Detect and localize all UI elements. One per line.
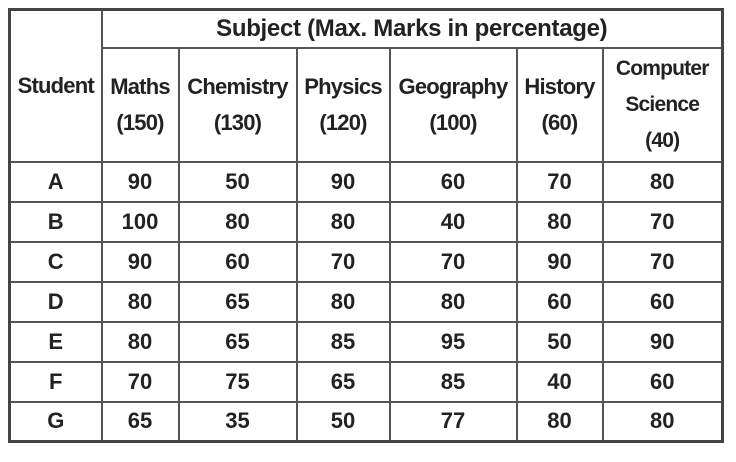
column-header-physics: Physics (120)	[295, 46, 391, 163]
mark-cell: 80	[100, 280, 180, 323]
table-row: G 65 35 50 77 80 80	[8, 400, 724, 443]
mark-cell: 70	[388, 240, 518, 283]
student-cell: C	[8, 240, 103, 283]
mark-cell: 80	[177, 200, 298, 243]
column-header-history: History (60)	[515, 46, 604, 163]
student-cell: B	[8, 200, 103, 243]
mark-cell: 80	[295, 200, 391, 243]
table-row: D 80 65 80 80 60 60	[8, 280, 724, 323]
table-row: F 70 75 65 85 40 60	[8, 360, 724, 403]
mark-cell: 60	[601, 280, 724, 323]
column-header-geography: Geography (100)	[388, 46, 518, 163]
mark-cell: 80	[295, 280, 391, 323]
mark-cell: 95	[388, 320, 518, 363]
mark-cell: 60	[177, 240, 298, 283]
mark-cell: 60	[515, 280, 604, 323]
mark-cell: 70	[601, 200, 724, 243]
mark-cell: 50	[295, 400, 391, 443]
mark-cell: 70	[601, 240, 724, 283]
mark-cell: 100	[100, 200, 180, 243]
column-header-computer-science: Computer Science (40)	[601, 46, 724, 163]
mark-cell: 80	[515, 400, 604, 443]
mark-cell: 40	[515, 360, 604, 403]
mark-cell: 70	[100, 360, 180, 403]
table-row: C 90 60 70 70 90 70	[8, 240, 724, 283]
mark-cell: 90	[515, 240, 604, 283]
mark-cell: 90	[100, 240, 180, 283]
marks-table: Student Subject (Max. Marks in percentag…	[8, 8, 724, 443]
student-cell: E	[8, 320, 103, 363]
column-max-marks: (100)	[429, 109, 477, 135]
column-header-maths: Maths (150)	[100, 46, 180, 163]
mark-cell: 75	[177, 360, 298, 403]
column-max-marks: (60)	[541, 109, 579, 135]
mark-cell: 90	[100, 160, 180, 203]
column-name: Geography	[398, 73, 509, 99]
column-header-chemistry: Chemistry (130)	[177, 46, 298, 163]
column-name: History	[524, 73, 595, 99]
mark-cell: 60	[601, 360, 724, 403]
mark-cell: 80	[515, 200, 604, 243]
table-row: A 90 50 90 60 70 80	[8, 160, 724, 203]
mark-cell: 85	[295, 320, 391, 363]
mark-cell: 90	[601, 320, 724, 363]
mark-cell: 80	[601, 400, 724, 443]
column-max-marks: (120)	[319, 109, 367, 135]
mark-cell: 50	[177, 160, 298, 203]
mark-cell: 40	[388, 200, 518, 243]
column-max-marks: (40)	[645, 128, 680, 152]
mark-cell: 65	[177, 320, 298, 363]
student-column-header: Student	[8, 8, 103, 163]
mark-cell: 65	[100, 400, 180, 443]
student-cell: G	[8, 400, 103, 443]
mark-cell: 80	[601, 160, 724, 203]
mark-cell: 80	[100, 320, 180, 363]
mark-cell: 35	[177, 400, 298, 443]
mark-cell: 77	[388, 400, 518, 443]
mark-cell: 60	[388, 160, 518, 203]
mark-cell: 80	[388, 280, 518, 323]
column-max-marks: (150)	[116, 109, 164, 135]
table-row: E 80 65 85 95 50 90	[8, 320, 724, 363]
mark-cell: 70	[515, 160, 604, 203]
student-cell: D	[8, 280, 103, 323]
subject-group-header: Subject (Max. Marks in percentage)	[100, 8, 724, 49]
mark-cell: 90	[295, 160, 391, 203]
column-name: Maths	[110, 73, 170, 99]
header-row-subjects: Maths (150) Chemistry (130) Physics (120…	[10, 46, 724, 163]
mark-cell: 85	[388, 360, 518, 403]
mark-cell: 50	[515, 320, 604, 363]
column-max-marks: (130)	[213, 109, 262, 135]
student-cell: A	[8, 160, 103, 203]
header-row-group: Student Subject (Max. Marks in percentag…	[8, 8, 724, 163]
column-name: Chemistry	[187, 73, 288, 99]
student-cell: F	[8, 360, 103, 403]
mark-cell: 70	[295, 240, 391, 283]
table-body: A 90 50 90 60 70 80 B 100 80 80 40 80 70 C 90 60 70 70 90 70…	[8, 160, 724, 443]
column-name-line2: Science	[625, 92, 700, 116]
column-name: Physics	[304, 73, 382, 99]
table-row: B 100 80 80 40 80 70	[8, 200, 724, 243]
mark-cell: 65	[177, 280, 298, 323]
mark-cell: 65	[295, 360, 391, 403]
column-name-line1: Computer	[615, 56, 710, 80]
